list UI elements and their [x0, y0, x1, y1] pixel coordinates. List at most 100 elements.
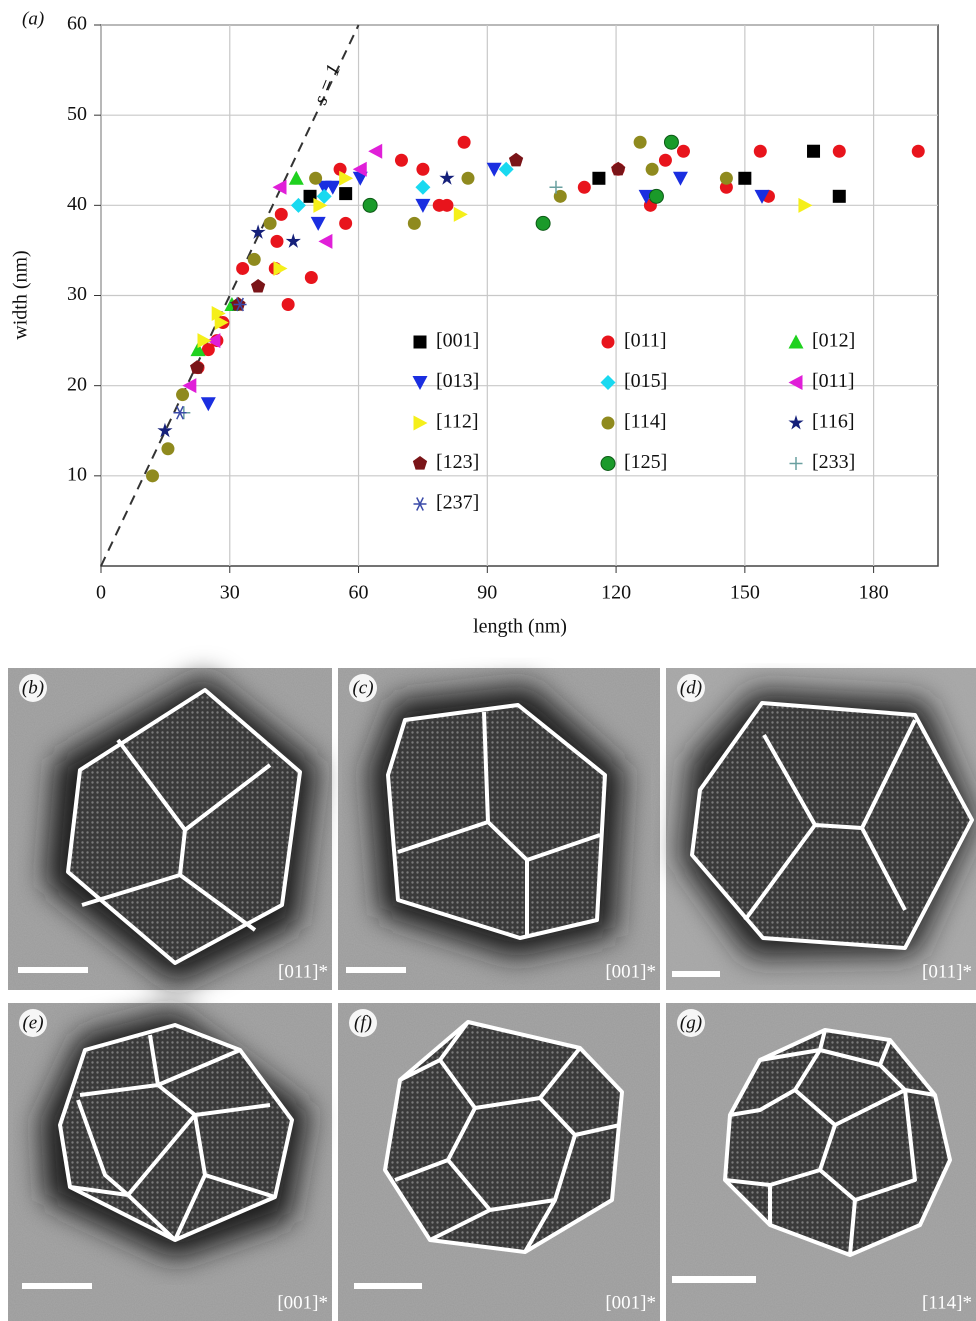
data-point: [272, 179, 287, 195]
panel-d: [666, 668, 976, 990]
zone-axis: [001]*: [605, 961, 656, 982]
legend-label: [011]: [624, 330, 667, 352]
data-point: [645, 162, 659, 176]
data-point: [303, 189, 317, 203]
panel-f: [338, 1003, 660, 1321]
legend-label: [125]: [624, 451, 667, 473]
scale-bar: [22, 1283, 92, 1289]
reference-line: [100, 24, 360, 567]
data-point: [672, 171, 688, 186]
panel-label: (f): [354, 1012, 372, 1033]
legend-label: [015]: [624, 370, 667, 392]
data-point: [250, 278, 266, 293]
legend-label: [013]: [436, 370, 479, 392]
data-point: [176, 388, 190, 402]
data-point: [288, 170, 304, 185]
legend-label: [011]: [812, 370, 855, 392]
zone-axis: [011]*: [278, 961, 328, 982]
scale-bar: [354, 1283, 422, 1289]
label-badge: [349, 1009, 377, 1037]
data-point: [461, 171, 475, 185]
label-badge: [677, 1009, 705, 1037]
legend-marker: [600, 456, 616, 471]
panel-label: (b): [22, 677, 44, 698]
zone-axis: [001]*: [277, 1292, 328, 1313]
particle: [725, 1030, 950, 1255]
particle: [388, 705, 605, 938]
data-point: [648, 188, 664, 204]
data-point: [281, 298, 295, 312]
data-point: [197, 333, 212, 349]
data-point: [611, 161, 626, 176]
facet-edges: [394, 1020, 621, 1253]
data-point: [270, 234, 284, 248]
data-point: [173, 405, 187, 420]
data-point: [352, 161, 367, 177]
legend-marker: [412, 376, 428, 390]
data-point: [457, 135, 471, 149]
data-point: [633, 135, 647, 149]
zone-axis: [011]*: [922, 961, 972, 982]
chart: (a) length (nm) width (nm): [10, 8, 939, 638]
data-point: [200, 397, 216, 412]
data-point: [592, 171, 606, 185]
data-point: [832, 189, 846, 203]
facet-edges: [724, 1029, 936, 1256]
data-point: [535, 215, 551, 231]
data-point: [754, 189, 770, 204]
data-point: [453, 206, 468, 222]
facet-edges: [81, 738, 272, 932]
data-point: [211, 306, 226, 322]
y-tick-label: 30: [67, 283, 87, 305]
facet-edges: [69, 1034, 276, 1242]
legend-marker: [601, 416, 615, 430]
y-tick-label: 40: [67, 193, 87, 215]
data-point: [415, 198, 431, 213]
panel-b: [8, 668, 332, 990]
facet-edges: [743, 719, 917, 922]
data-point: [313, 197, 328, 213]
legend-marker: [413, 497, 427, 511]
y-tick-label: 20: [67, 373, 87, 395]
label-badge: [19, 1009, 47, 1037]
panel-g: [666, 1003, 976, 1321]
data-point: [832, 144, 846, 158]
data-point: [161, 442, 175, 456]
legend-marker: [788, 415, 804, 430]
x-axis-label: length (nm): [473, 616, 567, 638]
x-tick-label: 30: [220, 582, 240, 604]
data-point: [368, 143, 383, 159]
y-tick-label: 60: [67, 13, 87, 35]
data-point: [339, 170, 354, 186]
data-point: [247, 252, 261, 266]
data-point: [325, 180, 341, 195]
panel-label: (a): [22, 8, 44, 29]
data-point: [440, 198, 454, 212]
data-point: [486, 162, 502, 177]
data-point: [415, 179, 431, 195]
data-point: [807, 144, 821, 158]
x-tick-label: 150: [730, 582, 760, 604]
data-point: [309, 171, 323, 185]
zone-axis: [001]*: [605, 1292, 656, 1313]
data-point: [663, 134, 679, 150]
data-point: [911, 144, 925, 158]
scale-bar: [18, 967, 88, 973]
zone-axis: [114]*: [922, 1292, 972, 1313]
facet-outline: [386, 703, 607, 940]
data-point: [304, 270, 318, 284]
y-tick-label: 10: [67, 463, 87, 485]
data-point: [310, 216, 326, 231]
data-point: [508, 152, 524, 167]
y-axis-label: width (nm): [10, 250, 32, 339]
data-point: [201, 343, 215, 357]
x-tick-label: 180: [859, 582, 889, 604]
data-point: [214, 315, 229, 331]
data-point: [498, 161, 514, 177]
data-point: [206, 333, 221, 349]
legend-marker: [413, 335, 427, 349]
x-tick-label: 0: [96, 582, 106, 604]
legend-label: [114]: [624, 411, 667, 433]
legend-label: [233]: [812, 451, 855, 473]
